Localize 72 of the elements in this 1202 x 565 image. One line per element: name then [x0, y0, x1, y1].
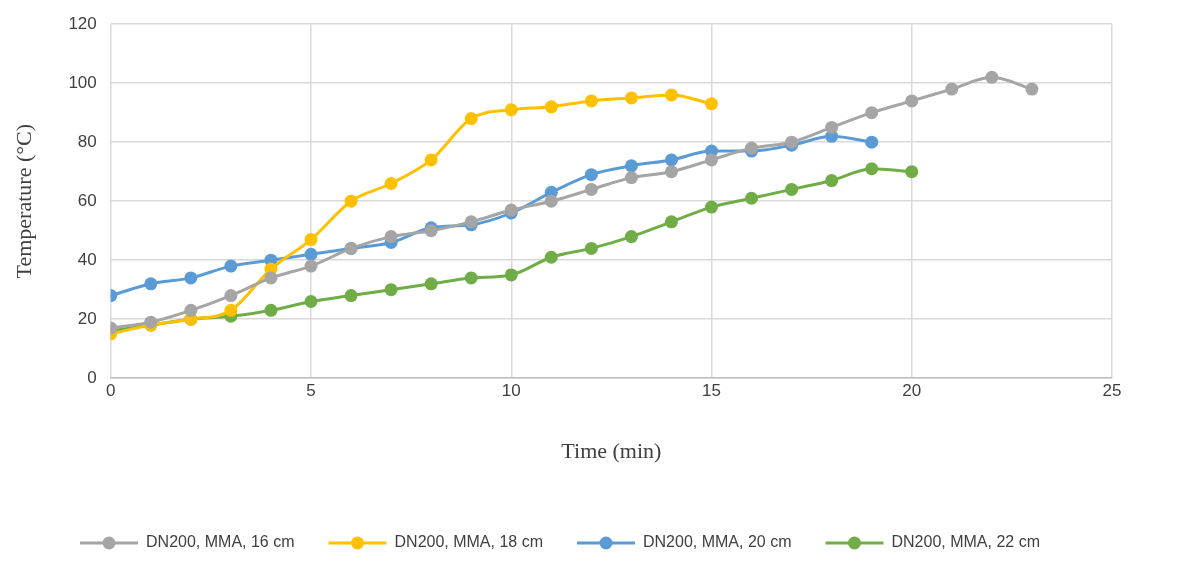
x-tick-label: 10: [501, 381, 521, 401]
point: [624, 171, 638, 185]
x-tick-label: 15: [702, 381, 721, 401]
point: [584, 94, 598, 108]
point: [664, 215, 678, 229]
point: [504, 268, 518, 282]
point: [184, 271, 198, 285]
point: [664, 88, 678, 102]
point: [624, 91, 638, 105]
x-axis-title: Time (min): [561, 437, 662, 463]
point: [905, 165, 919, 179]
point: [664, 153, 678, 167]
point: [865, 106, 879, 120]
y-tick-label: 40: [77, 249, 97, 269]
point: [865, 162, 879, 176]
y-axis-title: Temperature (°C): [10, 123, 36, 279]
point: [224, 303, 238, 317]
point: [705, 200, 719, 214]
point: [304, 295, 318, 308]
legend-label: DN200, MMA, 20 cm: [643, 533, 792, 551]
point: [1025, 82, 1039, 96]
x-tick-label: 25: [1102, 381, 1122, 401]
point: [664, 165, 678, 179]
point: [785, 182, 799, 196]
point: [825, 120, 839, 134]
point: [464, 271, 478, 285]
point: [144, 277, 158, 291]
point: [384, 230, 398, 244]
point: [424, 277, 438, 291]
point: [624, 230, 638, 244]
point: [304, 259, 318, 273]
point: [825, 174, 839, 188]
y-tick-label: 120: [68, 13, 97, 33]
point: [745, 191, 759, 205]
point: [344, 289, 358, 303]
point: [224, 259, 238, 273]
point: [705, 153, 719, 167]
point: [584, 168, 598, 182]
x-tick-label: 5: [306, 381, 316, 401]
point: [384, 177, 398, 190]
point: [184, 303, 198, 317]
point: [705, 97, 719, 111]
point: [344, 194, 358, 208]
point: [264, 303, 278, 317]
y-tick-label: 60: [77, 190, 97, 210]
point: [584, 241, 598, 255]
x-tick-label: 0: [106, 381, 116, 401]
point: [584, 182, 598, 196]
point: [264, 271, 278, 285]
point: [384, 283, 398, 297]
y-tick-label: 80: [77, 131, 97, 151]
point: [544, 194, 558, 208]
point: [464, 112, 478, 126]
point: [304, 233, 318, 247]
legend-label: DN200, MMA, 16 cm: [146, 533, 295, 551]
point: [624, 159, 638, 173]
point: [224, 289, 238, 303]
y-tick-label: 100: [68, 72, 97, 92]
y-tick-label: 20: [77, 308, 97, 328]
point: [544, 250, 558, 264]
point: [304, 247, 318, 261]
point: [905, 94, 919, 108]
y-tick-label: 0: [87, 367, 97, 387]
x-tick-label: 20: [902, 381, 922, 401]
point: [945, 82, 959, 96]
legend-label: DN200, MMA, 18 cm: [394, 533, 543, 551]
point: [544, 100, 558, 114]
point: [865, 135, 879, 149]
point: [504, 103, 518, 117]
point: [424, 153, 438, 167]
legend-label: DN200, MMA, 22 cm: [891, 533, 1040, 551]
point: [985, 70, 999, 84]
